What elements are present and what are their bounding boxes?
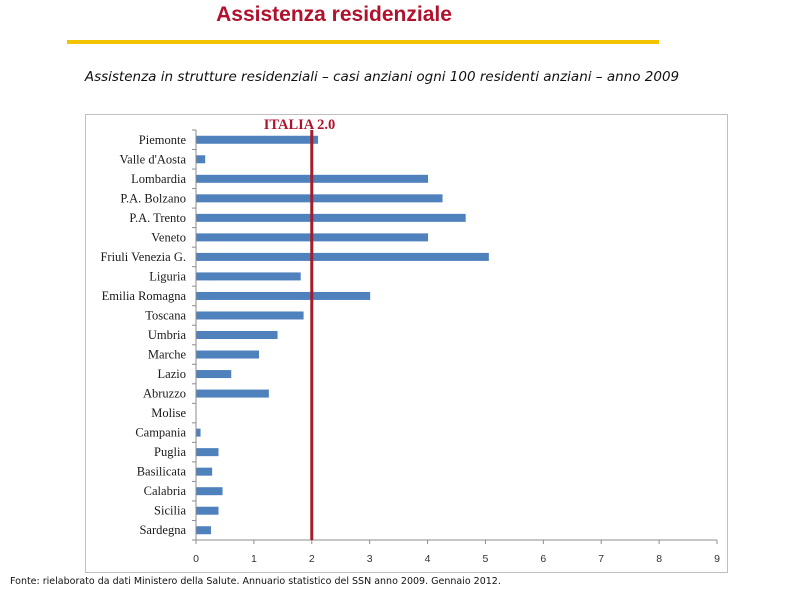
title-underline bbox=[67, 40, 659, 44]
bar bbox=[196, 487, 223, 496]
x-tick-label: 6 bbox=[540, 553, 546, 565]
bar bbox=[196, 331, 278, 339]
bar bbox=[196, 311, 304, 320]
category-label: Veneto bbox=[151, 230, 186, 244]
category-label: Toscana bbox=[145, 308, 186, 322]
category-label: Puglia bbox=[154, 445, 186, 459]
bar bbox=[196, 448, 219, 457]
category-label: P.A. Trento bbox=[129, 211, 186, 225]
category-label: Lombardia bbox=[131, 172, 186, 186]
x-tick-label: 4 bbox=[425, 553, 431, 565]
chart-frame bbox=[85, 114, 728, 573]
x-tick-label: 9 bbox=[714, 553, 720, 565]
source-note: Fonte: rielaborato da dati Ministero del… bbox=[10, 576, 501, 587]
category-label: Basilicata bbox=[137, 465, 187, 479]
x-tick-label: 0 bbox=[193, 553, 199, 565]
category-label: Emilia Romagna bbox=[102, 289, 187, 303]
category-label: Campania bbox=[135, 426, 186, 440]
x-axis-ticks: 0 1 2 3 4 5 6 7 8 9 bbox=[192, 129, 720, 565]
category-label: Marche bbox=[148, 348, 187, 362]
reference-line-group: ITALIA 2.0 bbox=[264, 117, 335, 540]
reference-label: ITALIA 2.0 bbox=[264, 117, 335, 133]
bar bbox=[196, 467, 213, 476]
category-label: Sicilia bbox=[154, 504, 186, 518]
bar bbox=[196, 428, 201, 437]
category-label: Piemonte bbox=[139, 133, 187, 147]
category-label: Umbria bbox=[148, 328, 187, 342]
bar bbox=[196, 370, 232, 379]
bar bbox=[196, 291, 371, 300]
x-tick-label: 2 bbox=[309, 553, 315, 565]
bar bbox=[196, 526, 211, 535]
bar bbox=[196, 272, 301, 281]
category-label: Lazio bbox=[158, 367, 186, 381]
bar bbox=[196, 213, 466, 222]
x-tick-label: 8 bbox=[656, 553, 662, 565]
x-tick-label: 3 bbox=[367, 553, 373, 565]
category-label: Molise bbox=[151, 406, 186, 420]
category-label: Abruzzo bbox=[143, 387, 186, 401]
category-labels: Piemonte Valle d'Aosta Lombardia P.A. Bolza… bbox=[100, 133, 186, 537]
category-label: Calabria bbox=[144, 484, 187, 498]
category-label: Sardegna bbox=[139, 523, 186, 537]
category-label: P.A. Bolzano bbox=[120, 191, 186, 205]
category-label: Liguria bbox=[149, 269, 186, 283]
page-title: Assistenza residenziale bbox=[216, 3, 452, 26]
bar bbox=[196, 135, 319, 144]
bar bbox=[196, 252, 489, 261]
bar bbox=[196, 194, 443, 203]
bar bbox=[196, 389, 269, 398]
bars bbox=[196, 135, 489, 535]
bar bbox=[196, 506, 219, 515]
category-label: Friuli Venezia G. bbox=[100, 250, 186, 264]
chart-subtitle: Assistenza in strutture residenziali – c… bbox=[84, 69, 680, 85]
x-tick-label: 7 bbox=[598, 553, 604, 565]
category-label: Valle d'Aosta bbox=[120, 152, 187, 166]
bar bbox=[196, 155, 206, 164]
bar bbox=[196, 350, 260, 359]
x-tick-label: 1 bbox=[251, 553, 257, 565]
x-tick-label: 5 bbox=[483, 553, 489, 565]
